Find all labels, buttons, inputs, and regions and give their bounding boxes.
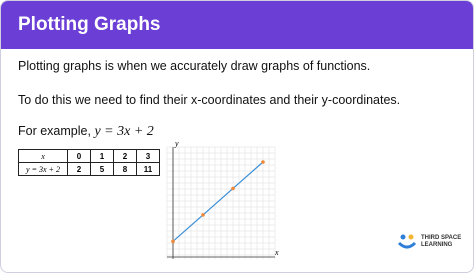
equation: y = 3x + 2 — [94, 124, 154, 139]
function-line — [172, 161, 264, 242]
table-row: y = 3x + 2 2 5 8 11 — [18, 162, 160, 176]
plotted-point — [171, 239, 175, 244]
logo-text: THIRD SPACE — [421, 235, 462, 241]
paragraph: To do this we need to find their x-coord… — [18, 93, 401, 107]
logo: THIRD SPACE LEARNING — [421, 235, 461, 249]
plotted-point — [201, 213, 205, 217]
header-title: Plotting Graphs — [1, 1, 473, 49]
example: For example, y = 3x + 2 — [18, 124, 154, 140]
table-cell: 2 — [67, 162, 91, 176]
logo-text: LEARNING — [421, 242, 453, 248]
plotted-point — [231, 186, 235, 191]
plotted-point — [261, 160, 265, 164]
table-cell: 11 — [136, 162, 160, 176]
example-text: For example, — [18, 124, 91, 138]
logo-icon — [397, 234, 417, 249]
table-cell: 5 — [90, 162, 114, 176]
paragraph: Plotting graphs is when we accurately dr… — [18, 59, 371, 73]
x-axis-label: x — [274, 248, 279, 257]
y-axis-label: y — [174, 139, 179, 148]
table-cell: 8 — [113, 162, 137, 176]
